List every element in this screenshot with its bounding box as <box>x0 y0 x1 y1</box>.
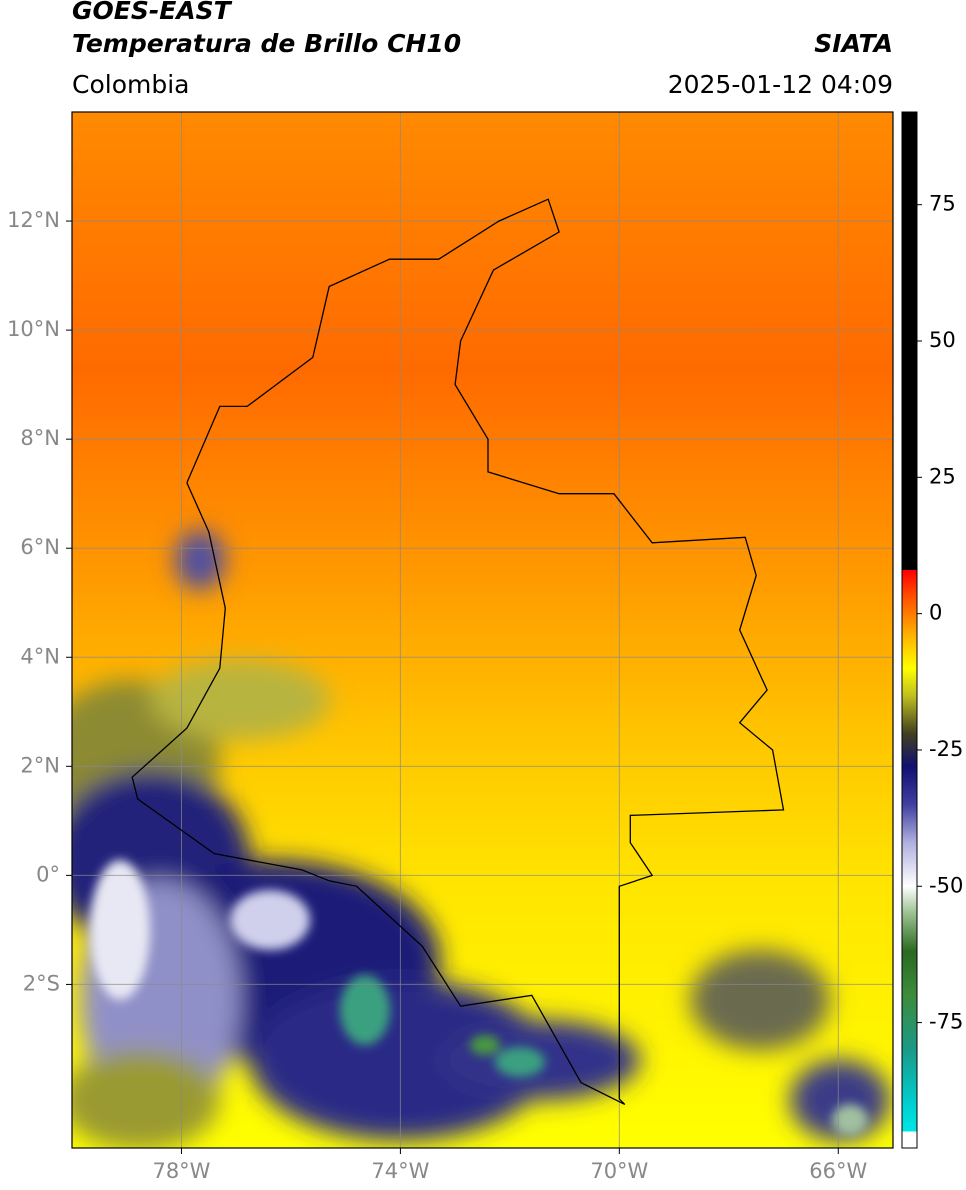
subtitle: Temperatura de Brillo CH10 <box>72 29 461 58</box>
country-border <box>131 198 785 1105</box>
colorbar <box>901 111 918 1149</box>
timestamp: 2025-01-12 04:09 <box>668 70 893 99</box>
y-tick-label: 0° <box>36 862 60 886</box>
region: Colombia <box>72 70 189 99</box>
x-tick-label: 66°W <box>809 1159 867 1183</box>
y-tick-label: 12°N <box>7 208 60 232</box>
colorbar-tick-label: -50 <box>929 873 963 897</box>
x-tick-label: 78°W <box>152 1159 210 1183</box>
y-tick-label: 8°N <box>20 426 60 450</box>
colorbar-tick-label: 25 <box>929 464 956 488</box>
colorbar-tick-label: -25 <box>929 737 963 761</box>
colorbar-tick-label: 75 <box>929 192 956 216</box>
colorbar-tick-label: 50 <box>929 328 956 352</box>
y-tick-label: 4°N <box>20 644 60 668</box>
colorbar-tick-label: 0 <box>929 601 942 625</box>
source: SIATA <box>814 29 893 58</box>
y-tick-label: 6°N <box>20 535 60 559</box>
colorbar-tick-label: -75 <box>929 1010 963 1034</box>
map-frame <box>71 111 894 1149</box>
x-tick-label: 74°W <box>371 1159 429 1183</box>
title: GOES-EAST <box>72 0 233 25</box>
y-tick-label: 2°S <box>23 971 60 995</box>
y-tick-label: 10°N <box>7 317 60 341</box>
y-tick-label: 2°N <box>20 753 60 777</box>
x-tick-label: 70°W <box>590 1159 648 1183</box>
satellite-image <box>72 112 893 1148</box>
